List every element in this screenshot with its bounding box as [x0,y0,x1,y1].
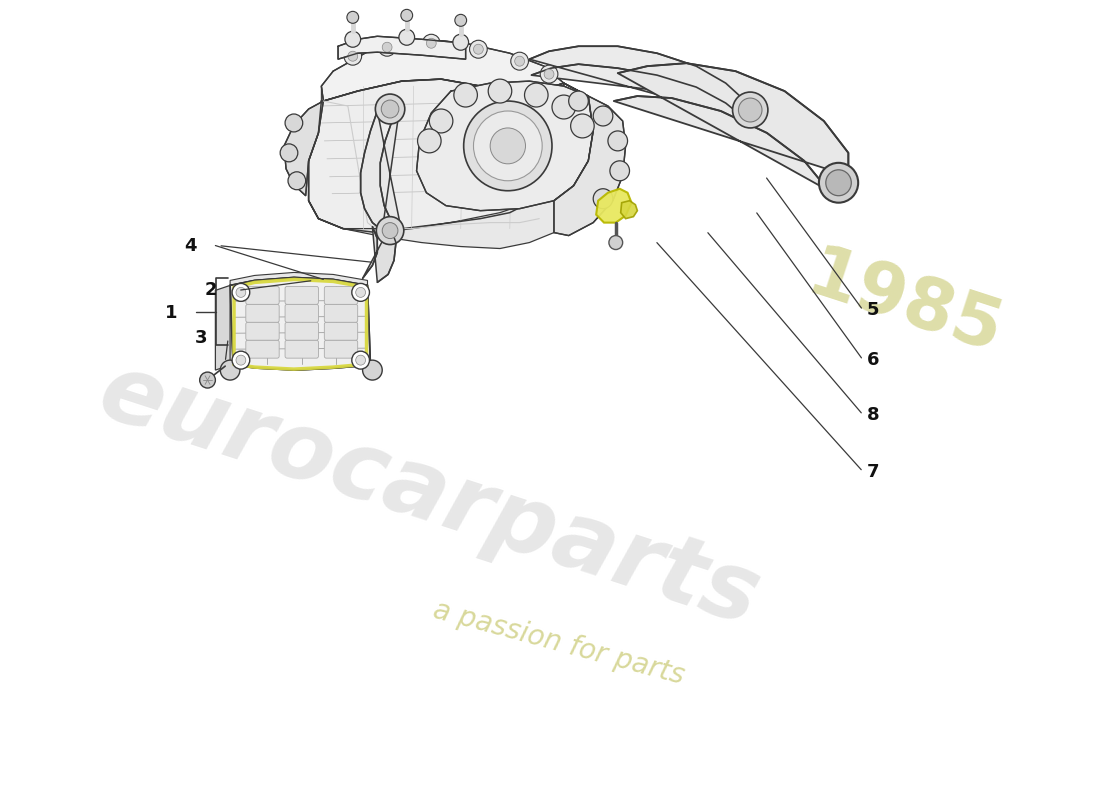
FancyBboxPatch shape [285,322,318,340]
Circle shape [491,128,526,164]
Circle shape [593,189,613,209]
Text: a passion for parts: a passion for parts [430,596,688,690]
Circle shape [376,217,404,245]
Circle shape [236,287,245,298]
Polygon shape [338,36,465,59]
Circle shape [285,114,303,132]
Circle shape [470,40,487,58]
Circle shape [826,170,851,196]
Circle shape [352,351,370,369]
Circle shape [608,131,628,151]
Circle shape [288,172,306,190]
Text: 3: 3 [195,330,207,347]
Circle shape [422,34,440,52]
Circle shape [399,30,415,46]
Circle shape [569,91,589,111]
FancyBboxPatch shape [324,322,358,340]
Circle shape [355,287,365,298]
Polygon shape [309,186,571,249]
Circle shape [525,83,548,107]
Polygon shape [223,365,235,372]
Circle shape [464,101,552,190]
Circle shape [346,11,359,23]
FancyBboxPatch shape [324,286,358,304]
FancyBboxPatch shape [245,286,279,304]
Polygon shape [364,365,377,372]
Circle shape [382,100,399,118]
Polygon shape [321,39,564,101]
Circle shape [232,351,250,369]
Circle shape [220,360,240,380]
Circle shape [515,56,525,66]
Circle shape [818,163,858,202]
Circle shape [382,222,398,238]
Text: 7: 7 [867,462,879,481]
FancyBboxPatch shape [324,304,358,322]
Polygon shape [309,79,564,233]
Text: 8: 8 [867,406,879,424]
Text: eurocarparts: eurocarparts [88,346,771,646]
Polygon shape [284,101,323,196]
Circle shape [280,144,298,162]
Polygon shape [417,81,593,210]
Polygon shape [529,46,746,119]
Polygon shape [363,226,396,282]
Circle shape [454,14,466,26]
FancyBboxPatch shape [245,322,279,340]
Circle shape [473,111,542,181]
FancyBboxPatch shape [285,286,318,304]
FancyBboxPatch shape [285,304,318,322]
Circle shape [352,283,370,302]
Circle shape [382,42,392,52]
Polygon shape [361,106,402,233]
Circle shape [429,109,453,133]
Text: 2: 2 [205,282,217,299]
Circle shape [232,283,250,302]
Text: 5: 5 [867,302,879,319]
Circle shape [544,69,554,79]
Circle shape [418,129,441,153]
Circle shape [488,79,512,103]
FancyBboxPatch shape [285,340,318,358]
Polygon shape [321,86,358,108]
Circle shape [609,161,629,181]
Text: 4: 4 [185,237,197,254]
Circle shape [348,51,358,61]
Circle shape [355,355,365,365]
Circle shape [609,235,623,250]
Polygon shape [230,273,367,286]
Polygon shape [230,278,371,370]
Circle shape [345,31,361,47]
Circle shape [454,83,477,107]
Polygon shape [614,63,848,190]
Polygon shape [596,189,631,222]
FancyBboxPatch shape [245,340,279,358]
Circle shape [375,94,405,124]
Circle shape [236,355,245,365]
Circle shape [378,38,396,56]
Polygon shape [216,286,230,370]
Circle shape [453,34,469,50]
Circle shape [733,92,768,128]
Text: 1985: 1985 [798,241,1011,368]
Circle shape [738,98,762,122]
FancyBboxPatch shape [324,340,358,358]
Circle shape [540,65,558,83]
Circle shape [427,38,437,48]
Text: 1: 1 [165,304,177,322]
Circle shape [400,10,412,22]
Circle shape [593,106,613,126]
Circle shape [363,360,382,380]
Polygon shape [620,201,637,218]
Text: 6: 6 [867,351,879,369]
Circle shape [552,95,575,119]
Circle shape [344,47,362,65]
Circle shape [200,372,216,388]
Polygon shape [554,83,626,235]
Circle shape [571,114,594,138]
FancyBboxPatch shape [245,304,279,322]
Circle shape [510,52,528,70]
Circle shape [473,44,483,54]
